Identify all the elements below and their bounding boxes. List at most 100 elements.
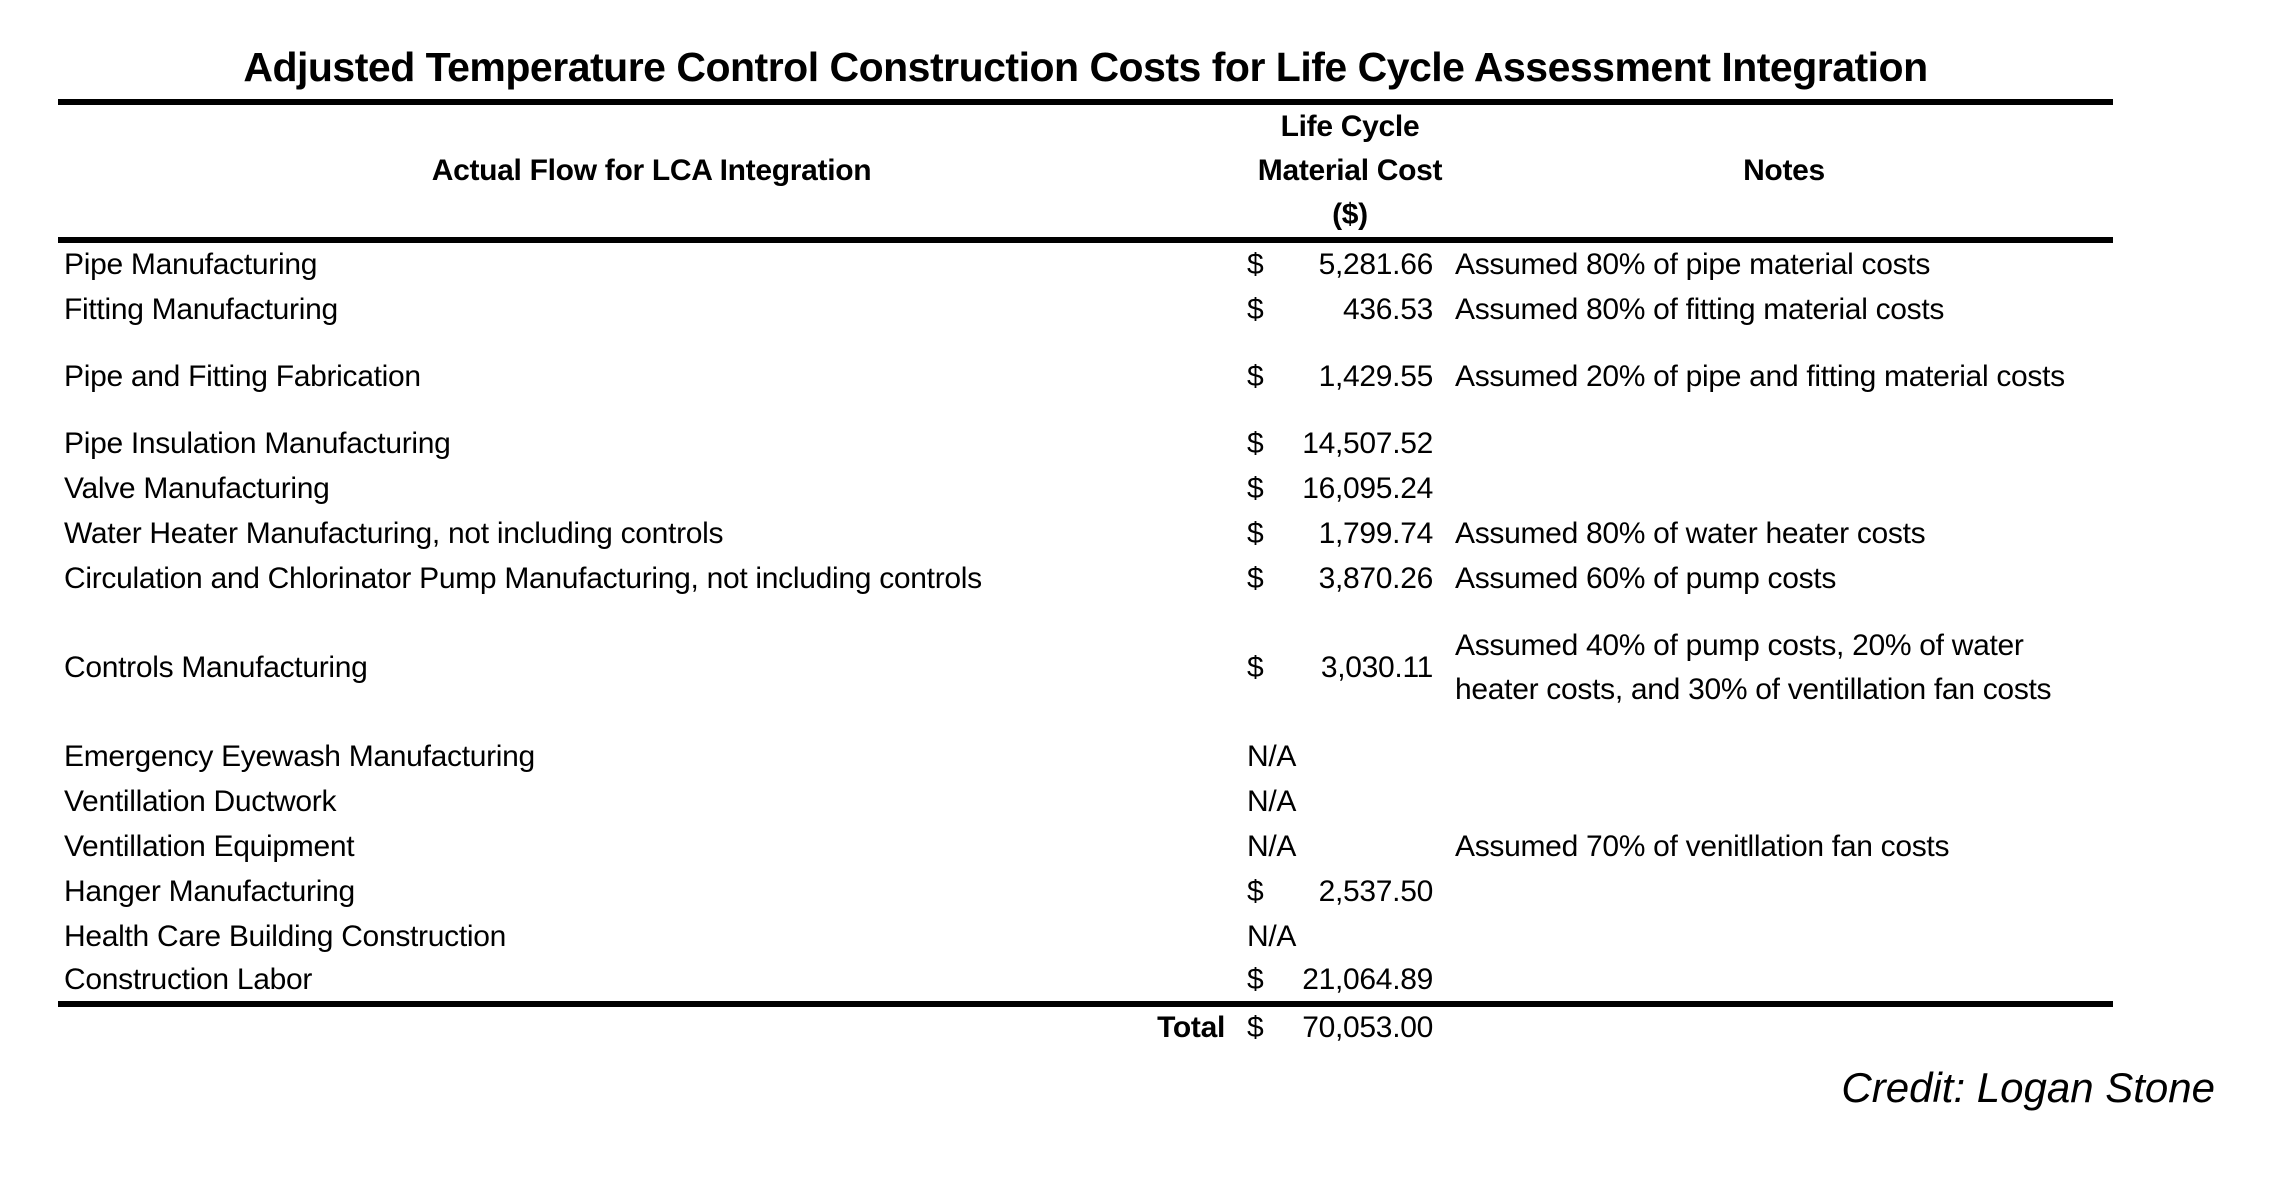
- table-row: Construction Labor $21,064.89: [58, 959, 2113, 1004]
- spacer-row: [58, 601, 2113, 623]
- column-header-flow: Actual Flow for LCA Integration: [431, 154, 872, 187]
- header-row: Actual Flow for LCA Integration Life Cyc…: [58, 102, 2113, 240]
- currency-symbol: $: [1247, 292, 1264, 326]
- note-cell: Assumed 80% of pipe material costs: [1455, 248, 1931, 281]
- column-header-cost-line1: Life Cycle: [1280, 110, 1420, 143]
- spacer-row: [58, 332, 2113, 354]
- note-cell: [1455, 914, 2113, 959]
- cost-cell: $1,799.74: [1245, 511, 1455, 556]
- cost-cell: $16,095.24: [1245, 466, 1455, 511]
- note-cell: Assumed 80% of water heater costs: [1455, 516, 1926, 550]
- flow-cell: Pipe Insulation Manufacturing: [64, 426, 451, 460]
- note-cell: Assumed 20% of pipe and fitting material…: [1455, 359, 2065, 393]
- cost-cell: $5,281.66: [1245, 240, 1455, 287]
- amount-value: 436.53: [1343, 292, 1433, 326]
- table-row: Fitting Manufacturing $436.53 Assumed 80…: [58, 287, 2113, 332]
- currency-symbol: $: [1247, 471, 1264, 505]
- cost-cell: $21,064.89: [1245, 959, 1455, 1004]
- note-cell: [1455, 734, 2113, 779]
- page-title: Adjusted Temperature Control Constructio…: [243, 44, 1928, 90]
- note-cell: Assumed 80% of fitting material costs: [1455, 292, 1945, 326]
- currency-symbol: $: [1247, 248, 1264, 281]
- amount-value: 1,429.55: [1318, 359, 1434, 393]
- table-row: Emergency Eyewash Manufacturing N/A: [58, 734, 2113, 779]
- note-cell: [1455, 1004, 2113, 1049]
- amount-value: 3,870.26: [1318, 561, 1434, 595]
- flow-cell: Valve Manufacturing: [64, 471, 330, 505]
- cost-cell: N/A: [1245, 779, 1455, 824]
- cost-cell: N/A: [1245, 824, 1455, 869]
- table-row: Water Heater Manufacturing, not includin…: [58, 511, 2113, 556]
- currency-symbol: $: [1247, 1011, 1264, 1044]
- flow-cell: Fitting Manufacturing: [64, 292, 338, 326]
- amount-value: 2,537.50: [1318, 874, 1434, 908]
- cost-cell: $2,537.50: [1245, 869, 1455, 914]
- column-header-cost-line3: ($): [1332, 198, 1368, 231]
- note-cell: Assumed 60% of pump costs: [1455, 561, 1837, 595]
- amount-value: 16,095.24: [1302, 471, 1433, 505]
- table-row: Pipe Manufacturing $5,281.66 Assumed 80%…: [58, 240, 2113, 287]
- flow-cell: Ventillation Ductwork: [64, 784, 337, 818]
- table-row: Circulation and Chlorinator Pump Manufac…: [58, 556, 2113, 601]
- note-cell: [1455, 779, 2113, 824]
- table-row: Pipe and Fitting Fabrication $1,429.55 A…: [58, 354, 2113, 399]
- amount-value: 3,030.11: [1320, 650, 1433, 684]
- total-cost-cell: $70,053.00: [1245, 1004, 1455, 1049]
- amount-value: 1,799.74: [1318, 516, 1434, 550]
- cost-table: Actual Flow for LCA Integration Life Cyc…: [58, 99, 2113, 1049]
- note-cell: [1455, 466, 2113, 511]
- cost-cell: $1,429.55: [1245, 354, 1455, 399]
- currency-symbol: N/A: [1247, 919, 1297, 953]
- currency-symbol: N/A: [1247, 739, 1297, 773]
- note-cell: [1455, 869, 2113, 914]
- column-header-cost: Life Cycle Material Cost ($): [1245, 102, 1455, 240]
- table-row: Ventillation Ductwork N/A: [58, 779, 2113, 824]
- column-header-cost-line2: Material Cost: [1257, 154, 1443, 187]
- currency-symbol: $: [1247, 426, 1264, 460]
- cost-cell: $3,870.26: [1245, 556, 1455, 601]
- currency-symbol: $: [1247, 359, 1264, 393]
- note-cell: [1455, 421, 2113, 466]
- flow-cell: Pipe and Fitting Fabrication: [64, 359, 421, 393]
- flow-cell: Construction Labor: [64, 963, 313, 996]
- cost-cell: $3,030.11: [1245, 623, 1455, 712]
- table-row: Controls Manufacturing $3,030.11 Assumed…: [58, 623, 2113, 712]
- currency-symbol: N/A: [1247, 829, 1297, 863]
- flow-cell: Controls Manufacturing: [64, 650, 368, 684]
- flow-cell: Circulation and Chlorinator Pump Manufac…: [64, 561, 982, 595]
- cost-cell: N/A: [1245, 914, 1455, 959]
- flow-cell: Ventillation Equipment: [64, 829, 355, 863]
- flow-cell: Health Care Building Construction: [64, 919, 507, 953]
- table-row: Valve Manufacturing $16,095.24: [58, 466, 2113, 511]
- cost-cell: $14,507.52: [1245, 421, 1455, 466]
- spacer-row: [58, 712, 2113, 734]
- note-cell: [1455, 959, 2113, 1004]
- total-label: Total: [1157, 1011, 1225, 1044]
- credit-text: Credit: Logan Stone: [1841, 1064, 2215, 1111]
- note-cell: Assumed 40% of pump costs, 20% of water …: [1455, 628, 2052, 706]
- flow-cell: Emergency Eyewash Manufacturing: [64, 739, 535, 773]
- currency-symbol: $: [1247, 650, 1264, 684]
- flow-cell: Hanger Manufacturing: [64, 874, 355, 908]
- spacer-row: [58, 399, 2113, 421]
- total-amount-value: 70,053.00: [1302, 1011, 1433, 1044]
- table-row: Health Care Building Construction N/A: [58, 914, 2113, 959]
- amount-value: 21,064.89: [1302, 963, 1433, 996]
- table-row: Ventillation Equipment N/A Assumed 70% o…: [58, 824, 2113, 869]
- note-cell: Assumed 70% of venitllation fan costs: [1455, 829, 1950, 863]
- amount-value: 14,507.52: [1302, 426, 1433, 460]
- currency-symbol: $: [1247, 516, 1264, 550]
- currency-symbol: $: [1247, 561, 1264, 595]
- table-row: Hanger Manufacturing $2,537.50: [58, 869, 2113, 914]
- flow-cell: Pipe Manufacturing: [64, 248, 318, 281]
- cost-cell: $436.53: [1245, 287, 1455, 332]
- amount-value: 5,281.66: [1318, 248, 1434, 281]
- cost-cell: N/A: [1245, 734, 1455, 779]
- total-row: Total $70,053.00: [58, 1004, 2113, 1049]
- currency-symbol: $: [1247, 874, 1264, 908]
- column-header-notes: Notes: [1743, 154, 1825, 187]
- table-row: Pipe Insulation Manufacturing $14,507.52: [58, 421, 2113, 466]
- currency-symbol: $: [1247, 963, 1264, 996]
- currency-symbol: N/A: [1247, 784, 1297, 818]
